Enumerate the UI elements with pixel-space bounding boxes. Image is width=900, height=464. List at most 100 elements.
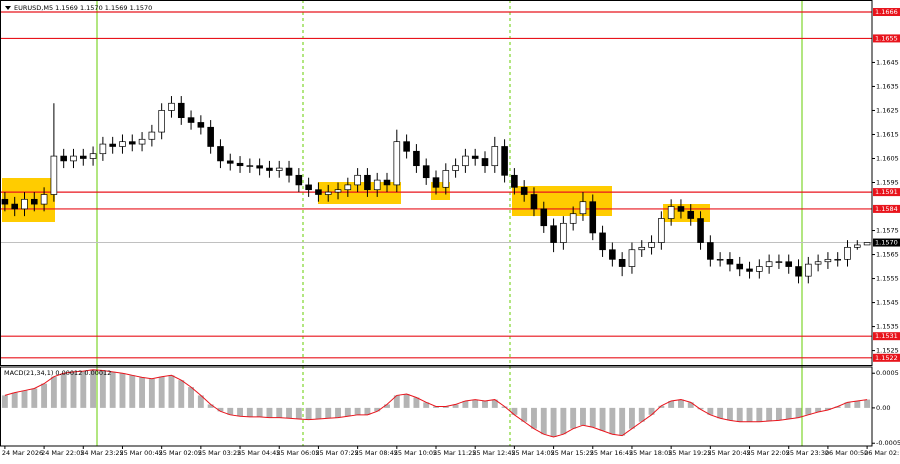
macd-bar	[531, 407, 537, 429]
candle-body	[50, 155, 58, 195]
macd-bar	[629, 407, 635, 429]
candle-body	[452, 165, 459, 171]
candle-body	[217, 146, 224, 162]
candle-body	[736, 263, 744, 270]
last-price-box	[873, 238, 900, 247]
last-price-label: 1.1570	[875, 239, 898, 247]
candle-body	[128, 141, 136, 145]
candle-body	[560, 222, 567, 243]
macd-bar	[168, 375, 175, 408]
candle-body	[334, 189, 342, 193]
macd-bar	[795, 407, 802, 418]
x-tick-label: 25 Mar 04:45	[237, 449, 280, 457]
macd-bar	[109, 371, 116, 408]
candle-body	[569, 213, 577, 224]
macd-bar	[70, 371, 77, 408]
macd-bar	[785, 407, 792, 419]
candle-body	[197, 122, 205, 128]
candle-body	[70, 155, 77, 162]
y-tick-label: 1.1525	[876, 347, 899, 355]
candle-body	[550, 225, 557, 243]
level-label-box	[873, 34, 900, 43]
x-tick-label: 25 Mar 20:45	[707, 449, 750, 457]
candle-body	[295, 174, 303, 186]
candle-body	[168, 102, 175, 111]
macd-bar	[433, 406, 439, 408]
x-tick-label: 25 Mar 06:05	[276, 449, 319, 457]
chart-title: EURUSD,M5 1.1569 1.1570 1.1569 1.1570	[14, 4, 152, 12]
y-tick-label: 1.1565	[876, 251, 899, 259]
candle-body	[609, 249, 616, 260]
macd-bar	[472, 399, 479, 408]
macd-bar	[570, 407, 577, 429]
level-label: 1.1655	[875, 34, 898, 42]
candle-body	[315, 189, 322, 195]
y-tick-label: 1.1545	[876, 299, 899, 307]
macd-bar	[589, 407, 596, 428]
y-tick-label: 1.1615	[876, 130, 899, 138]
candle-body	[207, 126, 214, 147]
macd-bar	[834, 406, 841, 408]
macd-bar	[129, 375, 136, 408]
candle-body	[442, 170, 450, 188]
x-tick-label: 25 Mar 23:30	[786, 449, 829, 457]
x-tick-label: 24 Mar 22:05	[41, 449, 84, 457]
level-label: 1.1531	[875, 332, 898, 340]
candle-body	[354, 174, 361, 186]
candle-body	[599, 232, 606, 251]
level-label-box	[873, 8, 900, 17]
macd-bar	[775, 407, 782, 421]
candle-body	[31, 198, 38, 205]
candle-body	[305, 184, 312, 191]
macd-bar	[354, 407, 361, 415]
macd-bar	[217, 407, 224, 412]
macd-bar	[384, 404, 390, 408]
macd-bar	[403, 394, 410, 408]
macd-bar	[678, 399, 684, 408]
macd-bar	[60, 373, 67, 408]
macd-bar	[325, 407, 332, 419]
macd-bar	[344, 407, 351, 417]
candle-body	[432, 177, 440, 188]
level-label-box	[873, 204, 900, 213]
macd-bar	[756, 407, 763, 422]
macd-bar	[21, 390, 28, 408]
macd-bar	[766, 407, 773, 422]
macd-bar	[854, 400, 861, 408]
y-tick-label: 1.1535	[876, 323, 899, 331]
macd-bar	[638, 407, 645, 422]
x-tick-label: 25 Mar 11:25	[433, 449, 476, 457]
macd-bar	[276, 407, 283, 418]
macd-bar	[207, 404, 214, 408]
x-tick-label: 25 Mar 15:25	[551, 449, 594, 457]
macd-bar	[599, 407, 606, 431]
macd-bar	[80, 371, 87, 408]
macd-bar	[393, 395, 400, 408]
x-tick-label: 25 Mar 16:45	[590, 449, 633, 457]
macd-bar	[305, 407, 312, 420]
macd-bar	[609, 407, 616, 435]
candle-body	[422, 165, 430, 179]
macd-bar	[452, 404, 459, 408]
macd-bar	[824, 407, 831, 410]
candle-body	[266, 167, 273, 171]
candle-body	[520, 186, 528, 195]
macd-bar	[550, 407, 557, 437]
macd-bar	[178, 380, 185, 408]
candle-body	[236, 162, 244, 167]
candle-body	[746, 268, 753, 272]
candle-body	[707, 242, 714, 260]
macd-bar	[99, 370, 106, 408]
candle-body	[158, 110, 165, 133]
candle-body	[844, 246, 851, 260]
x-tick-label: 25 Mar 07:25	[315, 449, 358, 457]
x-tick-label: 24 Mar 23:25	[80, 449, 123, 457]
macd-bar	[717, 407, 724, 419]
candle-body	[403, 141, 410, 152]
macd-bar	[119, 373, 126, 408]
candle-body	[540, 208, 548, 227]
candle-body	[658, 218, 665, 243]
macd-bar	[668, 400, 675, 408]
candle-body	[863, 242, 871, 246]
candle-body	[89, 153, 97, 159]
